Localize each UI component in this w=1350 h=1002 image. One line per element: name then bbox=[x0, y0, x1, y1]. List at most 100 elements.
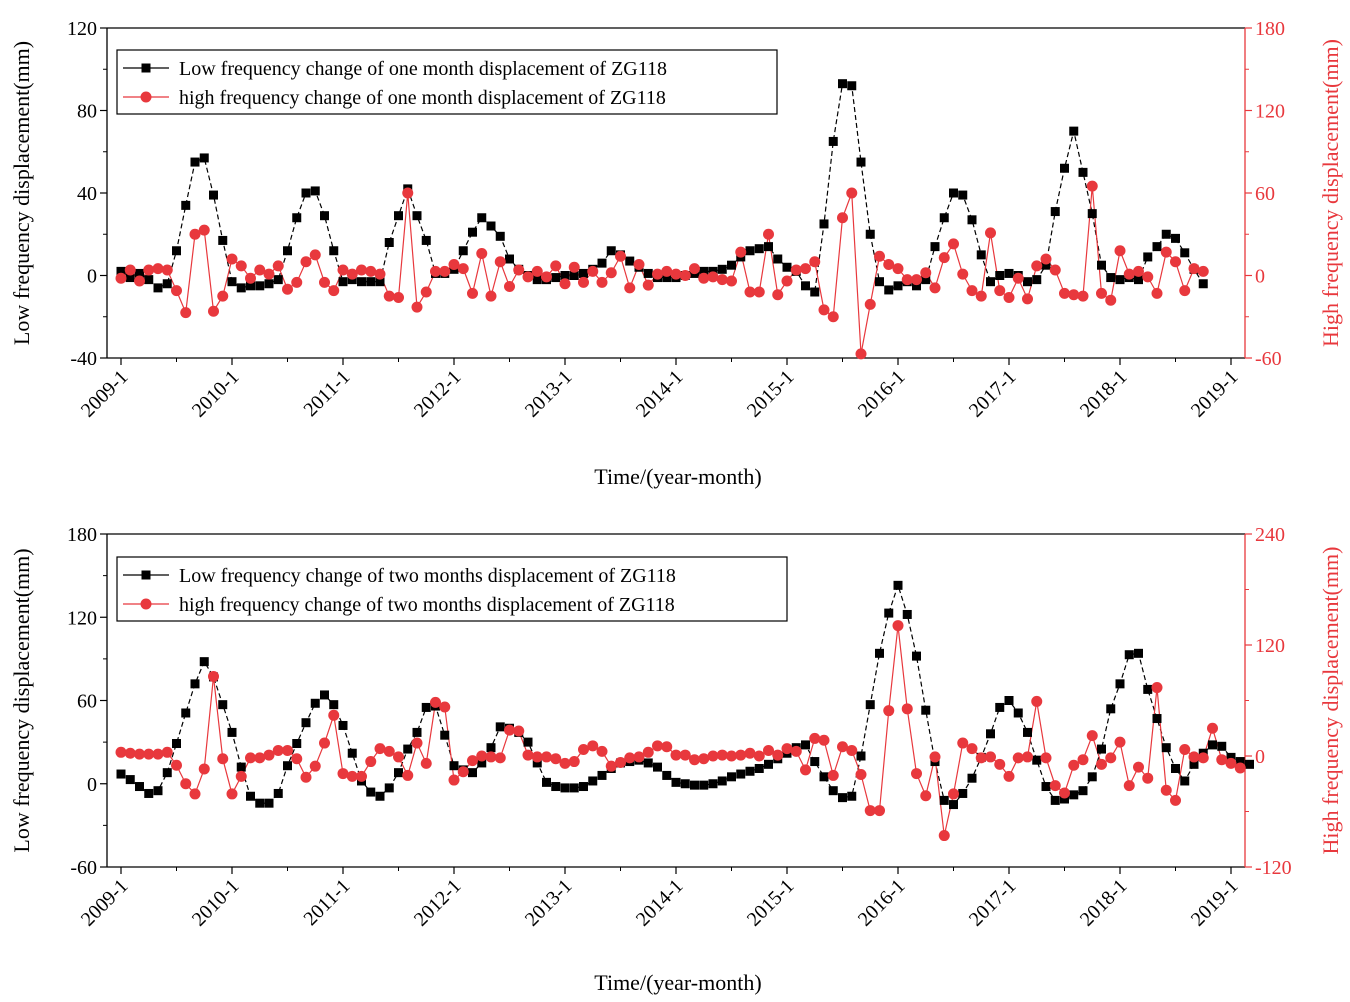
low-frequency-point bbox=[394, 768, 403, 778]
low-frequency-point bbox=[153, 786, 163, 796]
high-frequency-point bbox=[467, 755, 478, 767]
high-frequency-point bbox=[726, 750, 737, 762]
right-axis-title: High frequency displacement(mm) bbox=[1318, 547, 1343, 855]
low-frequency-point bbox=[1050, 207, 1060, 217]
high-frequency-point bbox=[319, 737, 330, 749]
high-frequency-point bbox=[790, 745, 802, 757]
high-frequency-point bbox=[504, 281, 515, 292]
low-frequency-point bbox=[1097, 744, 1106, 754]
legend-low-label: Low frequency change of two months displ… bbox=[179, 565, 676, 587]
low-frequency-point bbox=[421, 235, 431, 245]
low-frequency-point bbox=[236, 283, 246, 293]
high-frequency-point bbox=[753, 750, 765, 762]
low-frequency-point bbox=[384, 238, 394, 247]
high-frequency-point bbox=[485, 751, 497, 763]
high-frequency-point bbox=[615, 756, 626, 768]
high-frequency-point bbox=[171, 285, 182, 297]
high-frequency-point bbox=[504, 724, 515, 736]
high-frequency-point bbox=[781, 743, 793, 755]
high-frequency-point bbox=[679, 749, 691, 761]
high-frequency-point bbox=[892, 263, 904, 275]
high-frequency-point bbox=[235, 260, 247, 272]
high-frequency-point bbox=[596, 276, 608, 288]
low-frequency-point bbox=[939, 213, 949, 223]
low-frequency-point bbox=[560, 783, 570, 793]
low-frequency-point bbox=[782, 262, 792, 272]
high-frequency-point bbox=[282, 283, 293, 295]
left-tick-label: -40 bbox=[70, 348, 97, 370]
high-frequency-point bbox=[772, 289, 784, 301]
low-frequency-point bbox=[930, 242, 940, 252]
low-frequency-point bbox=[838, 79, 847, 89]
left-tick-label: 0 bbox=[87, 774, 97, 796]
high-frequency-point bbox=[948, 238, 959, 250]
low-frequency-point bbox=[505, 254, 514, 264]
low-frequency-point bbox=[440, 730, 450, 740]
high-frequency-point bbox=[846, 187, 858, 199]
high-frequency-point bbox=[855, 348, 867, 360]
low-frequency-point bbox=[135, 782, 144, 792]
high-frequency-point bbox=[531, 751, 543, 763]
high-frequency-point bbox=[578, 744, 589, 756]
low-frequency-point bbox=[320, 211, 329, 221]
low-frequency-point bbox=[569, 783, 579, 793]
low-frequency-point bbox=[190, 679, 200, 689]
high-frequency-point bbox=[966, 285, 978, 297]
low-frequency-point bbox=[218, 700, 228, 710]
low-frequency-point bbox=[588, 776, 598, 786]
x-tick-label: 2019-1 bbox=[1187, 875, 1243, 931]
x-tick-label: 2012-1 bbox=[410, 366, 466, 422]
high-frequency-point bbox=[272, 744, 284, 756]
high-frequency-point bbox=[383, 745, 395, 757]
x-tick-label: 2009-1 bbox=[77, 366, 133, 422]
high-frequency-point bbox=[1086, 730, 1098, 742]
high-frequency-point bbox=[578, 276, 589, 288]
high-frequency-point bbox=[587, 740, 599, 752]
high-frequency-point bbox=[642, 746, 654, 758]
high-frequency-point bbox=[1096, 758, 1107, 770]
high-frequency-point bbox=[837, 212, 848, 224]
high-frequency-point bbox=[652, 740, 663, 752]
high-frequency-point bbox=[383, 290, 395, 302]
low-frequency-point bbox=[172, 246, 181, 256]
right-tick-label: -60 bbox=[1255, 348, 1282, 370]
low-frequency-point bbox=[477, 758, 487, 768]
low-frequency-point bbox=[717, 264, 727, 274]
high-frequency-point bbox=[1012, 272, 1024, 284]
low-frequency-point bbox=[162, 279, 172, 289]
high-frequency-point bbox=[911, 768, 922, 780]
high-frequency-point bbox=[1012, 752, 1024, 764]
right-tick-label: 240 bbox=[1255, 524, 1285, 546]
high-frequency-point bbox=[522, 749, 534, 761]
high-frequency-point bbox=[171, 759, 182, 771]
low-frequency-point bbox=[1152, 242, 1162, 252]
high-frequency-point bbox=[245, 752, 256, 764]
low-frequency-point bbox=[1180, 248, 1190, 258]
low-frequency-point bbox=[1171, 233, 1180, 243]
low-frequency-point bbox=[1023, 727, 1032, 737]
low-frequency-points bbox=[116, 79, 1208, 297]
high-frequency-point bbox=[615, 250, 626, 262]
low-frequency-point bbox=[736, 769, 746, 779]
low-frequency-point bbox=[699, 266, 709, 276]
low-frequency-point bbox=[1069, 790, 1079, 800]
high-frequency-point bbox=[152, 748, 164, 760]
high-frequency-point bbox=[337, 768, 349, 780]
high-frequency-point bbox=[568, 756, 580, 768]
high-frequency-point bbox=[1105, 752, 1117, 764]
low-frequency-point bbox=[1013, 708, 1023, 718]
high-frequency-point bbox=[467, 287, 478, 299]
high-frequency-point bbox=[1197, 265, 1209, 277]
low-frequency-point bbox=[865, 229, 875, 239]
x-tick-label: 2009-1 bbox=[77, 875, 133, 931]
high-frequency-point bbox=[864, 805, 876, 817]
low-frequency-point bbox=[292, 213, 302, 223]
high-frequency-point bbox=[457, 766, 469, 778]
left-tick-label: 120 bbox=[67, 607, 97, 629]
low-frequency-point bbox=[902, 609, 912, 619]
low-frequency-point bbox=[551, 273, 561, 283]
high-frequency-point bbox=[735, 246, 747, 258]
low-frequency-point bbox=[699, 780, 709, 790]
high-frequency-point bbox=[291, 276, 303, 288]
x-tick-label: 2011-1 bbox=[299, 366, 354, 421]
